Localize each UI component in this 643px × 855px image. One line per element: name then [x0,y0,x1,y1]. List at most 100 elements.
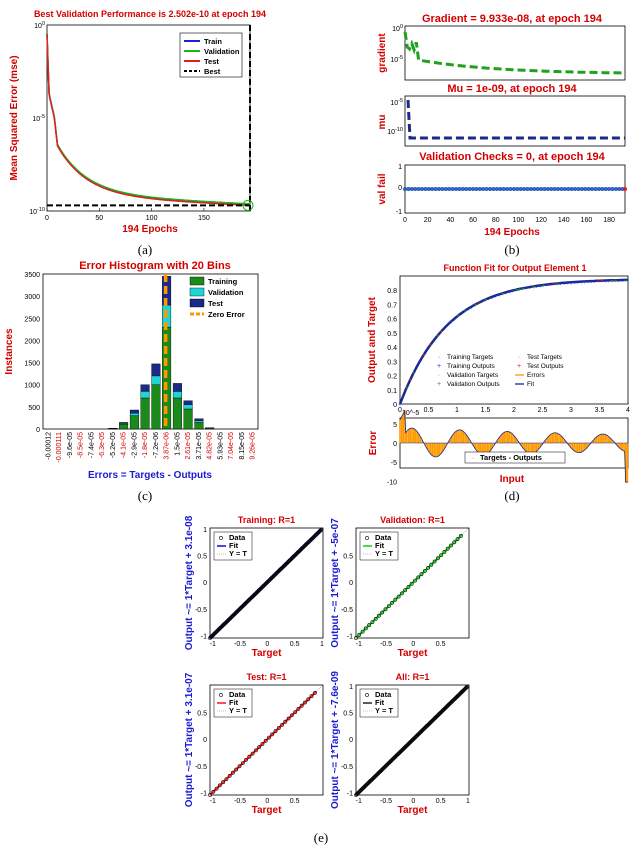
val-fail-point [607,187,611,191]
y-label-c: Instances [4,328,15,375]
y-tick-label-d: 0.7 [387,302,397,309]
bar-validation [195,421,204,423]
x-tick-label-d: 3.5 [595,407,605,414]
val-fail-point [594,187,598,191]
val-fail-point [509,187,513,191]
legend-label-e: Y = T [375,549,393,558]
y-tick-label-e: 0.5 [343,711,353,718]
legend-swatch-d: + [517,363,521,370]
legend-label-a: Validation [204,47,240,56]
y-tick-label-d-error: 0 [393,441,397,448]
legend-label-d: Training Targets [447,354,494,361]
x-tick-label-a: 100 [146,215,158,222]
val-fail-point [444,187,448,191]
x-tick-label-e: 0 [265,798,269,805]
y-tick-label-e: -0.5 [341,607,353,614]
x-tick-label-c: -0.000111 [56,432,63,463]
caption-c: (c) [138,488,152,503]
val-fail-point [417,187,421,191]
bar-test [141,385,150,392]
x-label-e: Target [252,805,282,816]
legend-swatch-c [190,277,204,285]
title-c: Error Histogram with 20 Bins [79,260,231,272]
val-fail-point [601,187,605,191]
y-tick-label-e: 0 [203,737,207,744]
y-label-b3: val fail [377,173,388,204]
val-fail-point [430,187,434,191]
legend-label-d: Errors [527,372,545,379]
y-tick-label-e: 1 [203,527,207,534]
val-fail-point [543,187,547,191]
y-tick-label-c: 500 [28,405,40,412]
bar-test [173,383,182,391]
panel-c: Error Histogram with 20 Bins050010001500… [4,260,258,481]
y-tick-label-b3: -1 [396,209,402,216]
y-tick-label-d-error: 5 [393,422,397,429]
val-fail-point [437,187,441,191]
x-label-e: Target [398,648,428,659]
y-tick-label-e: -1 [347,633,353,640]
y-tick-label-c: 1500 [24,361,40,368]
val-fail-point [584,187,588,191]
y-tick-label-c: 3000 [24,294,40,301]
y-tick-label-d: 0.1 [387,388,397,395]
val-fail-point [481,187,485,191]
val-fail-end [623,187,627,191]
x-tick-label-b3: 100 [513,217,525,224]
y-tick-label-b1: 100 [392,24,403,33]
legend-label-d: Validation Targets [447,372,499,379]
bar-test [195,419,204,421]
val-fail-point [522,187,526,191]
x-tick-label-d: 1.5 [481,407,491,414]
y-tick-label-a: 10-10 [29,207,45,216]
legend-swatch-c [190,288,204,296]
x-tick-label-e: -1 [356,641,362,648]
y-tick-label-d: 0.5 [387,331,397,338]
val-fail-point [454,187,458,191]
x-tick-label-c: 7.04e-05 [228,432,235,460]
val-fail-point [580,187,584,191]
legend-swatch-d: · [438,354,440,361]
x-tick-label-b3: 160 [581,217,593,224]
title-b3: Validation Checks = 0, at epoch 194 [419,151,605,163]
x-tick-label-c: 5.93e-05 [217,432,224,460]
x-tick-label-c: -5.2e-05 [110,432,117,458]
x-tick-label-b3: 140 [558,217,570,224]
legend-label-c: Validation [208,288,244,297]
legend-label-a: Train [204,37,222,46]
y-tick-label-c: 2000 [24,338,40,345]
y-tick-label-c: 0 [36,427,40,434]
data-point-d: + [409,378,413,384]
val-fail-point [451,187,455,191]
val-fail-point [590,187,594,191]
val-fail-point [550,187,554,191]
val-fail-point [570,187,574,191]
x-label-e: Target [252,648,282,659]
y-tick-label-b1: 10-5 [390,55,403,64]
x-tick-label-c: 8.15e-05 [239,432,246,460]
x-tick-label-e: 0.5 [290,641,300,648]
x-label-a: 194 Epochs [122,224,178,235]
x-label-d: Input [500,474,525,485]
x-tick-label-b3: 120 [535,217,547,224]
bar-test [184,401,193,405]
legend-label-d: Test Outputs [527,363,564,370]
y-tick-label-e: -1 [201,790,207,797]
val-fail-point [410,187,414,191]
x-tick-label-c: 3.71e-05 [196,432,203,460]
val-fail-point [492,187,496,191]
legend-label-e: Y = T [375,706,393,715]
bar-training [184,409,193,429]
x-tick-label-a: 50 [95,215,103,222]
val-fail-point [403,187,407,191]
bar-training [141,398,150,429]
legend-label-e: Y = T [229,706,247,715]
legend-swatch-c [190,299,204,307]
x-tick-label-d: 2.5 [538,407,548,414]
val-fail-point [475,187,479,191]
data-point-d: + [402,394,406,400]
x-tick-label-e: 1 [466,798,470,805]
x-tick-label-e: -1 [210,798,216,805]
y-tick-label-d: 0 [393,402,397,409]
legend-swatch-d-error: · [472,455,474,462]
